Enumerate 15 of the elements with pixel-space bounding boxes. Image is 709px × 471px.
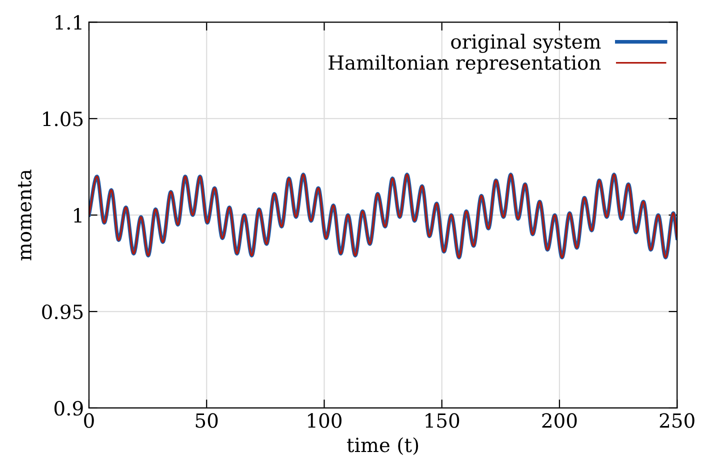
x-tick-label: 0	[84, 413, 94, 428]
x-axis-title: time (t)	[347, 437, 418, 456]
x-tick-label: 200	[542, 413, 577, 428]
x-tick-label: 250	[660, 413, 694, 428]
y-tick-label: 0.9	[54, 400, 83, 416]
y-axis-title: momenta	[18, 170, 32, 260]
x-tick-label: 50	[196, 413, 218, 428]
y-tick-label: 1	[74, 208, 82, 222]
x-tick-label: 100	[308, 413, 342, 428]
y-tick-label: 1.05	[43, 112, 83, 126]
legend-label: Hamiltonian representation	[328, 54, 601, 74]
y-tick-label: 0.95	[42, 304, 83, 320]
legend-label: original system	[451, 34, 601, 53]
y-tick-label: 1.1	[56, 15, 82, 30]
x-tick-label: 150	[426, 413, 460, 428]
